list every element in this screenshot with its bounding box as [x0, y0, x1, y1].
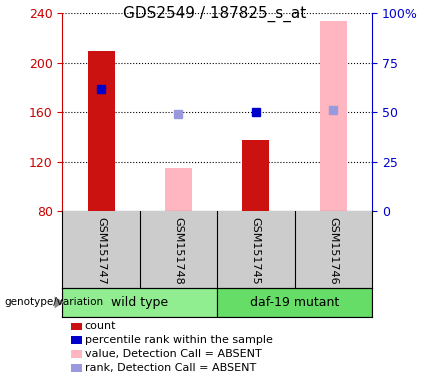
Bar — [88, 51, 114, 211]
Text: value, Detection Call = ABSENT: value, Detection Call = ABSENT — [85, 349, 261, 359]
Text: genotype/variation: genotype/variation — [4, 297, 104, 308]
Text: daf-19 mutant: daf-19 mutant — [250, 296, 339, 309]
Text: GSM151746: GSM151746 — [328, 217, 338, 285]
Text: percentile rank within the sample: percentile rank within the sample — [85, 335, 273, 345]
Text: GDS2549 / 187825_s_at: GDS2549 / 187825_s_at — [123, 6, 307, 22]
Bar — [165, 168, 192, 211]
Text: rank, Detection Call = ABSENT: rank, Detection Call = ABSENT — [85, 363, 256, 373]
Bar — [62, 288, 217, 317]
Text: GSM151747: GSM151747 — [96, 217, 106, 285]
Text: GSM151748: GSM151748 — [173, 217, 184, 285]
Text: count: count — [85, 321, 116, 331]
Polygon shape — [55, 296, 64, 308]
Bar — [217, 288, 372, 317]
Text: GSM151745: GSM151745 — [251, 217, 261, 285]
Text: wild type: wild type — [111, 296, 168, 309]
Bar — [243, 139, 269, 211]
Bar — [320, 21, 347, 211]
